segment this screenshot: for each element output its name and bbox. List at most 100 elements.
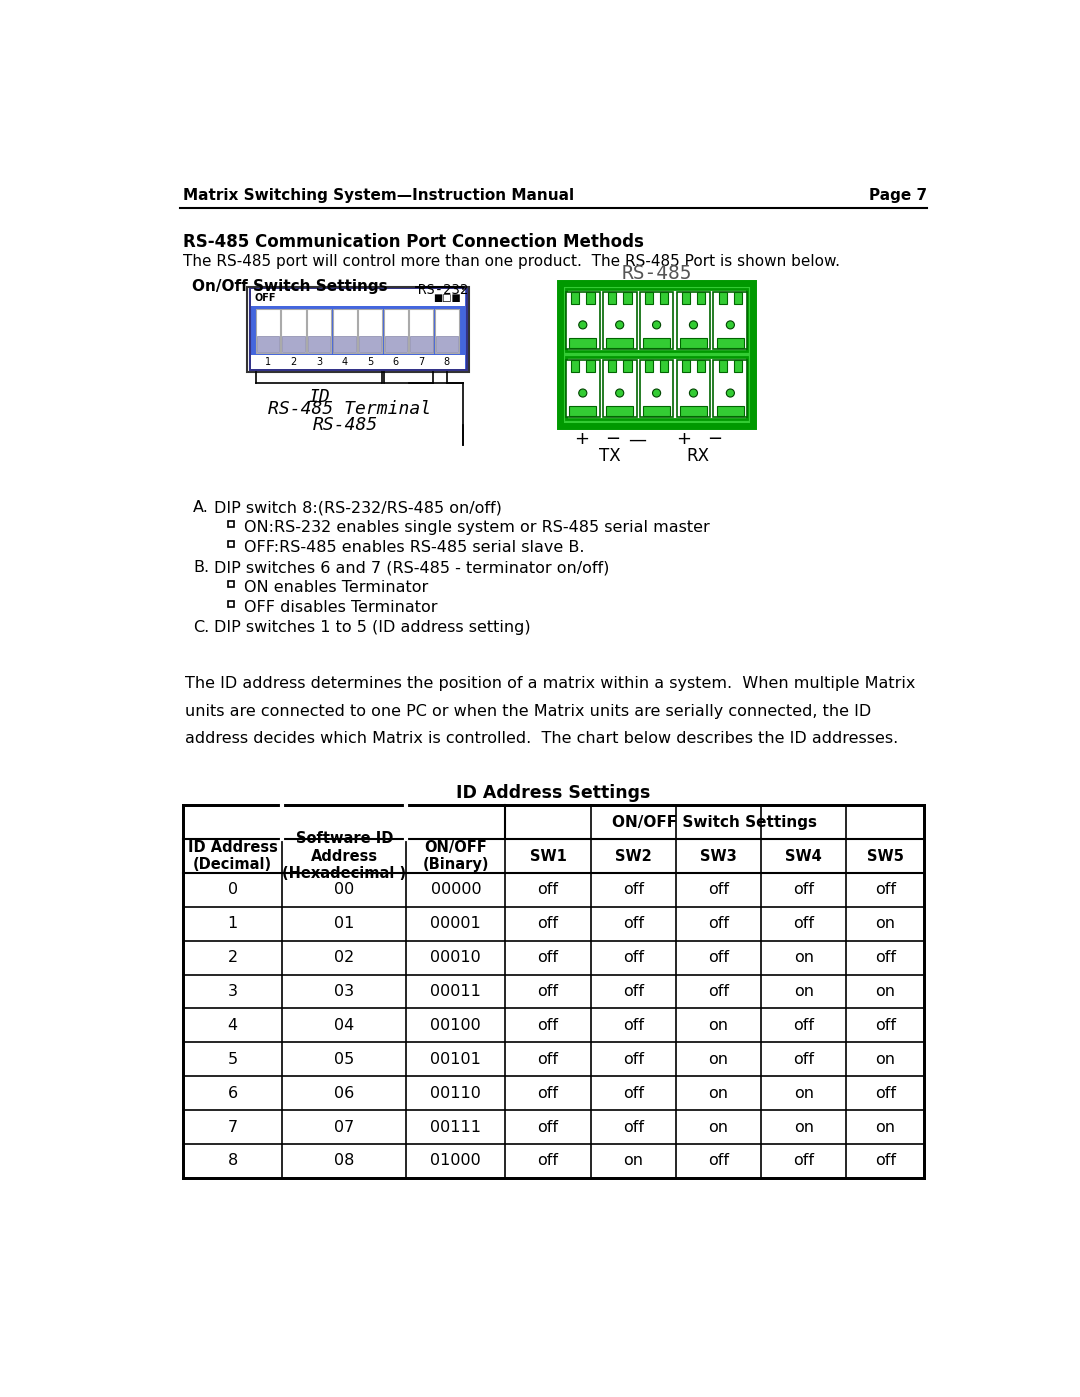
Text: on: on [794, 950, 814, 965]
Text: 00110: 00110 [431, 1085, 482, 1101]
Text: DIP switches 1 to 5 (ID address setting): DIP switches 1 to 5 (ID address setting) [214, 620, 530, 636]
Bar [676, 292, 711, 349]
Text: on: on [875, 916, 895, 932]
Bar [586, 292, 595, 305]
Bar [333, 309, 356, 353]
Text: on: on [875, 983, 895, 999]
Text: 00001: 00001 [431, 916, 482, 932]
Text: 8: 8 [444, 356, 450, 366]
Bar [282, 337, 305, 352]
Bar [359, 337, 381, 352]
Text: 07: 07 [334, 1119, 354, 1134]
Text: 2: 2 [228, 950, 238, 965]
Bar [228, 521, 234, 527]
Bar [228, 541, 234, 548]
Bar [256, 309, 280, 353]
Text: OFF: OFF [255, 293, 275, 303]
Text: RS-485: RS-485 [621, 264, 692, 284]
Text: RS-485: RS-485 [313, 416, 378, 434]
Text: −: − [707, 430, 723, 448]
Text: off: off [708, 950, 729, 965]
Text: 00101: 00101 [431, 1052, 482, 1067]
Text: ON:RS-232 enables single system or RS-485 serial master: ON:RS-232 enables single system or RS-48… [243, 520, 710, 535]
Bar [660, 360, 669, 373]
Circle shape [579, 321, 586, 328]
Text: OFF:RS-485 enables RS-485 serial slave B.: OFF:RS-485 enables RS-485 serial slave B… [243, 541, 584, 556]
Text: ON/OFF
(Binary): ON/OFF (Binary) [422, 840, 489, 872]
Text: off: off [794, 883, 814, 897]
Text: off: off [875, 950, 895, 965]
Text: on: on [623, 1154, 644, 1168]
Bar [334, 337, 356, 352]
Text: on: on [794, 983, 814, 999]
Circle shape [652, 388, 661, 397]
Bar [697, 360, 705, 373]
Bar [733, 360, 742, 373]
Text: 05: 05 [334, 1052, 354, 1067]
Text: SW5: SW5 [867, 848, 904, 863]
Text: RS-485 Communication Port Connection Methods: RS-485 Communication Port Connection Met… [183, 233, 644, 251]
Circle shape [727, 321, 734, 328]
Text: 3: 3 [228, 983, 238, 999]
Text: off: off [538, 1018, 558, 1032]
Text: SW1: SW1 [529, 848, 567, 863]
Text: off: off [623, 1052, 644, 1067]
Bar [645, 360, 653, 373]
Bar [228, 601, 234, 608]
Text: on: on [875, 1119, 895, 1134]
Text: on: on [794, 1085, 814, 1101]
Text: on: on [875, 1052, 895, 1067]
Bar [247, 286, 469, 373]
Text: off: off [794, 1052, 814, 1067]
Text: off: off [538, 1119, 558, 1134]
Text: 08: 08 [334, 1154, 354, 1168]
Text: ■□■: ■□■ [433, 293, 460, 303]
Text: off: off [623, 916, 644, 932]
Bar [645, 292, 653, 305]
Bar [643, 407, 670, 416]
Text: on: on [708, 1119, 729, 1134]
Text: 00010: 00010 [431, 950, 482, 965]
Bar [384, 337, 407, 352]
Text: off: off [708, 1154, 729, 1168]
Text: 3: 3 [316, 356, 322, 366]
Bar [680, 407, 707, 416]
Bar [680, 338, 707, 348]
Text: 7: 7 [418, 356, 424, 366]
Text: 00100: 00100 [431, 1018, 482, 1032]
Bar [717, 407, 744, 416]
Circle shape [727, 388, 734, 397]
Bar [257, 337, 279, 352]
Bar [566, 358, 747, 419]
Text: off: off [538, 1052, 558, 1067]
Text: C.: C. [193, 620, 210, 636]
Text: off: off [708, 883, 729, 897]
Text: address decides which Matrix is controlled.  The chart below describes the ID ad: address decides which Matrix is controll… [186, 731, 899, 746]
Circle shape [689, 388, 698, 397]
Bar [676, 360, 711, 418]
Text: 1: 1 [265, 356, 271, 366]
Bar [183, 805, 924, 1178]
Text: TX: TX [599, 447, 621, 465]
Bar [566, 292, 599, 349]
Text: on: on [794, 1119, 814, 1134]
Text: 4: 4 [341, 356, 348, 366]
Text: The ID address determines the position of a matrix within a system.  When multip: The ID address determines the position o… [186, 676, 916, 692]
Text: SW4: SW4 [785, 848, 822, 863]
Circle shape [689, 321, 698, 328]
Bar [639, 292, 674, 349]
Text: 5: 5 [367, 356, 374, 366]
Text: 01000: 01000 [431, 1154, 482, 1168]
Bar [714, 360, 747, 418]
Text: RX: RX [686, 447, 710, 465]
Text: Matrix Switching System—Instruction Manual: Matrix Switching System—Instruction Manu… [183, 187, 575, 203]
Text: Software ID
Address
(Hexadecimal ): Software ID Address (Hexadecimal ) [282, 831, 406, 882]
Bar [359, 309, 382, 353]
Circle shape [579, 388, 586, 397]
Text: 04: 04 [334, 1018, 354, 1032]
Text: 6: 6 [393, 356, 399, 366]
Text: 00011: 00011 [431, 983, 482, 999]
Bar [566, 360, 599, 418]
Bar [606, 338, 633, 348]
Bar [569, 338, 596, 348]
